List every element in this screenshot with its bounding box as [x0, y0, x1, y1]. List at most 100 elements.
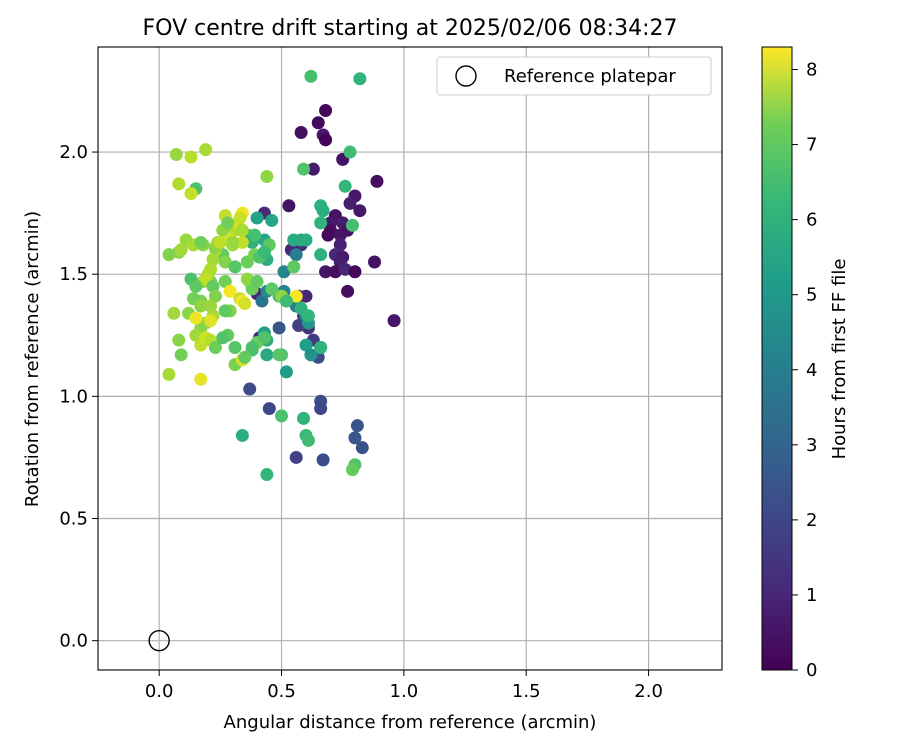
data-point: [301, 309, 315, 323]
data-point: [194, 299, 208, 313]
data-point: [257, 331, 271, 345]
data-point: [348, 265, 362, 279]
x-tick-label: 1.5: [512, 681, 541, 702]
data-point: [235, 223, 249, 237]
legend-label: Reference platepar: [504, 66, 676, 87]
colorbar-tick-label: 5: [806, 285, 817, 306]
data-point: [260, 468, 274, 482]
data-point: [169, 147, 183, 161]
data-point: [184, 150, 198, 164]
data-point: [319, 104, 333, 118]
data-point: [297, 411, 311, 425]
data-point: [204, 262, 218, 276]
data-point: [248, 228, 262, 242]
colorbar-tick-label: 2: [806, 510, 817, 531]
data-point: [338, 262, 352, 276]
data-point: [289, 450, 303, 464]
data-point: [279, 294, 293, 308]
plot-area: 0.0 0.5 1.0 1.5 2.0 0.0 0.5 1.0 1.5 2.0 Referenc…: [59, 46, 723, 702]
data-point: [314, 402, 328, 416]
data-point: [333, 238, 347, 252]
data-point: [319, 133, 333, 147]
data-point: [370, 174, 384, 188]
data-point: [275, 409, 289, 423]
data-point: [348, 431, 362, 445]
data-point: [204, 314, 218, 328]
data-point: [262, 402, 276, 416]
colorbar-tick-label: 0: [806, 660, 817, 681]
data-point: [257, 245, 271, 259]
data-point: [218, 275, 232, 289]
data-point: [265, 282, 279, 296]
colorbar-gradient: [761, 46, 793, 671]
data-point: [194, 235, 208, 249]
reference-platepar-marker: [148, 629, 170, 652]
data-point: [223, 284, 237, 298]
x-axis-ticks: 0.0 0.5 1.0 1.5 2.0: [145, 670, 663, 702]
data-point: [184, 187, 198, 201]
data-point: [282, 199, 296, 213]
data-point: [240, 272, 254, 286]
data-point: [289, 248, 303, 262]
colorbar-tick-label: 3: [806, 435, 817, 456]
x-axis-label: Angular distance from reference (arcmin): [224, 712, 597, 733]
data-point: [368, 255, 382, 269]
data-point: [189, 279, 203, 293]
data-point: [289, 289, 303, 303]
data-point: [292, 319, 306, 333]
data-point: [260, 169, 274, 183]
data-point: [162, 367, 176, 381]
data-point: [299, 289, 313, 303]
data-point: [238, 297, 252, 311]
data-point: [206, 253, 220, 267]
data-point: [311, 116, 325, 130]
y-tick-label: 2.0: [59, 142, 88, 163]
data-point: [238, 350, 252, 364]
data-point: [328, 265, 342, 279]
data-point: [250, 275, 264, 289]
data-point: [316, 453, 330, 467]
data-point: [235, 235, 249, 249]
data-point: [353, 72, 367, 86]
data-point: [206, 279, 220, 293]
data-point: [204, 299, 218, 313]
data-point: [304, 348, 318, 362]
data-point: [321, 228, 335, 242]
data-point: [314, 216, 328, 230]
data-point: [245, 341, 259, 355]
data-point: [341, 284, 355, 298]
data-point: [279, 365, 293, 379]
data-point: [199, 143, 213, 157]
data-point: [208, 341, 222, 355]
data-point: [172, 333, 186, 347]
data-point: [228, 341, 242, 355]
data-point: [174, 243, 188, 257]
colorbar-tick-label: 6: [806, 210, 817, 231]
data-point: [343, 196, 357, 210]
colorbar-tick-label: 1: [806, 585, 817, 606]
data-point: [208, 289, 222, 303]
axes-frame: [97, 46, 723, 671]
data-point: [167, 306, 181, 320]
data-point: [304, 69, 318, 83]
y-axis-label: Rotation from reference (arcmin): [22, 211, 43, 507]
y-axis-ticks: 0.0 0.5 1.0 1.5 2.0: [59, 142, 98, 652]
data-point: [243, 382, 257, 396]
y-tick-label: 0.5: [59, 509, 88, 530]
data-point: [265, 213, 279, 227]
legend-reference-marker-icon: [455, 65, 477, 87]
data-point: [301, 433, 315, 447]
data-point: [294, 126, 308, 140]
data-point: [194, 372, 208, 386]
data-point: [314, 341, 328, 355]
data-point: [355, 441, 369, 455]
y-tick-label: 1.5: [59, 264, 88, 285]
data-point: [314, 248, 328, 262]
data-point: [255, 294, 269, 308]
data-point: [228, 260, 242, 274]
x-tick-label: 0.5: [267, 681, 296, 702]
x-tick-label: 1.0: [390, 681, 419, 702]
data-point: [343, 145, 357, 159]
data-point: [162, 248, 176, 262]
